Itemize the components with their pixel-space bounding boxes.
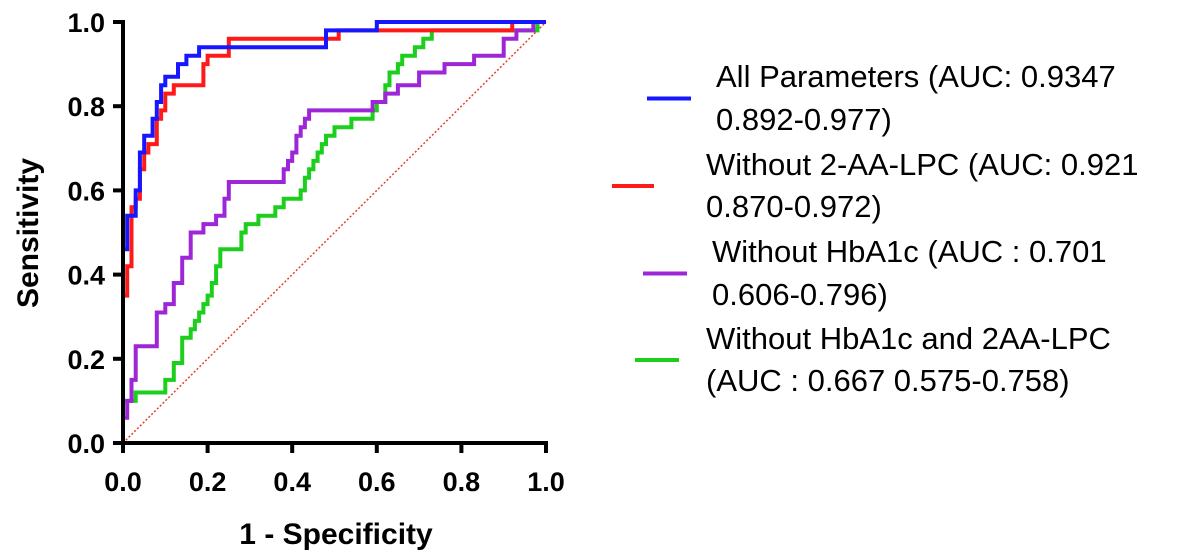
roc-curve-series-3: [121, 20, 546, 443]
legend: All Parameters (AUC: 0.9347 0.892-0.977) W…: [612, 59, 1138, 398]
x-tick-label: 1.0: [527, 467, 565, 497]
x-ticks: 0.0 0.2 0.4 0.6 0.8 1.0: [104, 443, 565, 497]
x-tick-label: 0.8: [443, 467, 481, 497]
legend-label-line2-series-4: (AUC : 0.667 0.575-0.758): [706, 363, 1070, 398]
axes: [121, 20, 548, 445]
y-tick-label: 0.6: [67, 176, 105, 206]
x-tick-label: 0.2: [189, 467, 227, 497]
legend-label-line2-series-1: 0.892-0.977): [716, 102, 892, 137]
x-axis-title: 1 - Specificity: [239, 518, 433, 551]
legend-label-series-4: Without HbA1c and 2AA-LPC: [706, 321, 1111, 356]
reference-diagonal-layer: [122, 21, 547, 444]
y-ticks: 0.0 0.2 0.4 0.6 0.8 1.0: [67, 8, 123, 459]
y-tick-label: 0.0: [67, 429, 105, 459]
y-tick-label: 1.0: [67, 8, 105, 38]
roc-curve-series-4: [121, 20, 546, 443]
y-axis-title: Sensitivity: [12, 158, 45, 308]
x-tick-label: 0.4: [273, 467, 311, 497]
reference-diagonal-line: [122, 21, 547, 444]
roc-curve-series-1: [121, 20, 546, 443]
legend-label-line2-series-2: 0.870-0.972): [706, 189, 882, 224]
y-tick-label: 0.2: [67, 345, 105, 375]
roc-curves-layer: [121, 20, 546, 443]
legend-label-series-3: Without HbA1c (AUC : 0.701: [712, 234, 1107, 269]
y-tick-label: 0.4: [67, 261, 105, 291]
legend-label-line2-series-3: 0.606-0.796): [712, 277, 888, 312]
y-tick-label: 0.8: [67, 92, 105, 122]
legend-label-series-2: Without 2-AA-LPC (AUC: 0.921: [706, 147, 1138, 182]
x-tick-label: 0.6: [358, 467, 396, 497]
x-tick-label: 0.0: [104, 467, 142, 497]
legend-label-series-1: All Parameters (AUC: 0.9347: [716, 59, 1116, 94]
